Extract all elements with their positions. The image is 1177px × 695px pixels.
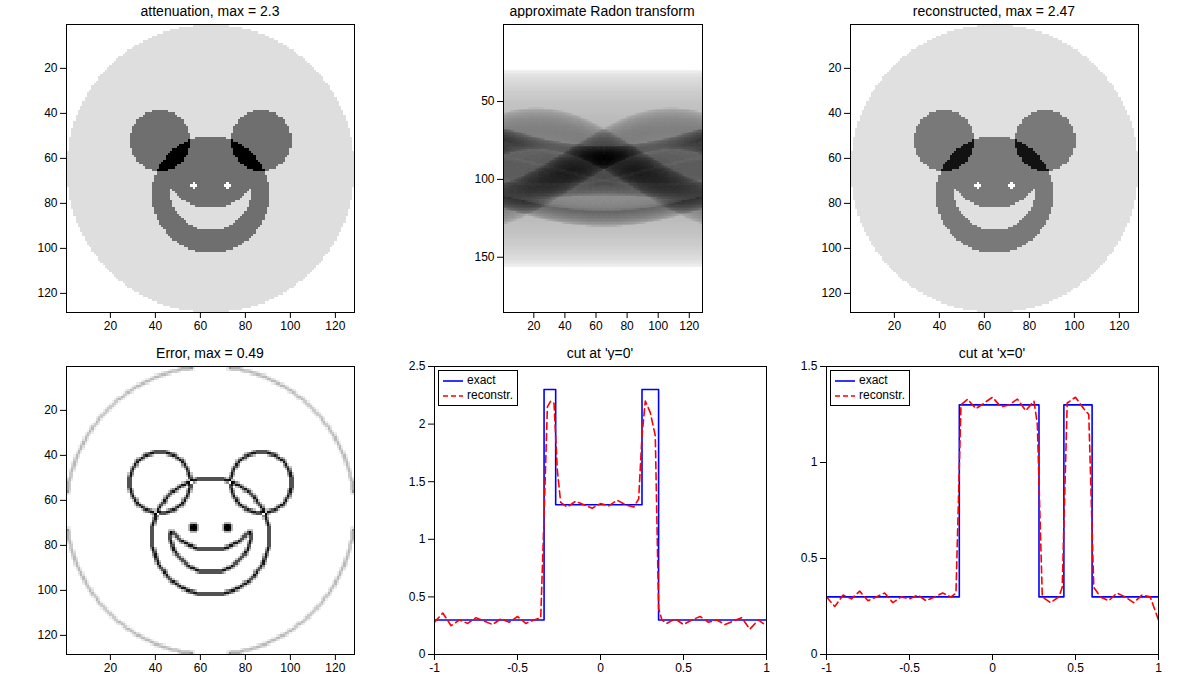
- svg-text:1: 1: [811, 455, 818, 469]
- svg-text:100: 100: [1064, 319, 1084, 333]
- svg-text:60: 60: [44, 151, 58, 165]
- html-text:approximate Radon transform: approximate Radon transform: [509, 3, 695, 19]
- svg-text:1: 1: [419, 532, 426, 546]
- svg-text:120: 120: [821, 286, 841, 300]
- svg-text:80: 80: [44, 196, 58, 210]
- svg-text:20: 20: [44, 403, 58, 417]
- svg-text:0: 0: [989, 661, 996, 675]
- svg-text:120: 120: [1109, 319, 1129, 333]
- svg-text:100: 100: [648, 319, 668, 333]
- svg-text:100: 100: [37, 241, 57, 255]
- svg-text:120: 120: [325, 661, 345, 675]
- svg-text:60: 60: [194, 319, 208, 333]
- html-text:Error, max = 0.49: Error, max = 0.49: [156, 345, 264, 361]
- svg-text:40: 40: [149, 661, 163, 675]
- svg-text:100: 100: [37, 583, 57, 597]
- svg-text:80: 80: [828, 196, 842, 210]
- svg-text:60: 60: [44, 493, 58, 507]
- svg-text:0.5: 0.5: [675, 661, 692, 675]
- html-text:reconstructed, max = 2.47: reconstructed, max = 2.47: [912, 3, 1076, 19]
- svg-text:100: 100: [821, 241, 841, 255]
- svg-text:0.5: 0.5: [1067, 661, 1084, 675]
- html-text:cut at 'x=0': cut at 'x=0': [958, 345, 1026, 361]
- svg-text:0: 0: [597, 661, 604, 675]
- svg-text:-1: -1: [821, 661, 832, 675]
- svg-text:40: 40: [149, 319, 163, 333]
- svg-text:1.5: 1.5: [801, 360, 818, 373]
- svg-text:60: 60: [194, 661, 208, 675]
- svg-text:0.5: 0.5: [801, 551, 818, 565]
- svg-text:100: 100: [280, 319, 300, 333]
- svg-text:20: 20: [104, 319, 118, 333]
- svg-text:100: 100: [280, 661, 300, 675]
- html-text:cut at 'y=0': cut at 'y=0': [566, 345, 634, 361]
- html-text:exact: exact: [859, 373, 888, 387]
- svg-text:80: 80: [239, 661, 253, 675]
- svg-text:40: 40: [558, 319, 572, 333]
- svg-text:40: 40: [44, 448, 58, 462]
- svg-text:-0.5: -0.5: [507, 661, 528, 675]
- svg-text:40: 40: [828, 106, 842, 120]
- html-text:exact: exact: [467, 373, 496, 387]
- svg-text:150: 150: [474, 250, 494, 264]
- svg-text:80: 80: [44, 538, 58, 552]
- svg-text:0.5: 0.5: [409, 590, 426, 604]
- svg-text:120: 120: [325, 319, 345, 333]
- svg-text:60: 60: [978, 319, 992, 333]
- svg-text:100: 100: [474, 172, 494, 186]
- svg-text:-1: -1: [429, 661, 440, 675]
- svg-text:120: 120: [37, 286, 57, 300]
- svg-text:0: 0: [419, 647, 426, 661]
- html-text:reconstr.: reconstr.: [467, 388, 513, 402]
- svg-text:2: 2: [419, 417, 426, 431]
- html-text:attenuation, max = 2.3: attenuation, max = 2.3: [140, 3, 280, 19]
- svg-text:20: 20: [44, 61, 58, 75]
- svg-text:-0.5: -0.5: [899, 661, 920, 675]
- svg-text:40: 40: [933, 319, 947, 333]
- svg-text:80: 80: [239, 319, 253, 333]
- svg-text:20: 20: [888, 319, 902, 333]
- svg-text:1: 1: [763, 661, 770, 675]
- svg-text:60: 60: [828, 151, 842, 165]
- svg-text:1.5: 1.5: [409, 475, 426, 489]
- svg-text:0: 0: [811, 647, 818, 661]
- svg-text:80: 80: [620, 319, 634, 333]
- svg-text:80: 80: [1023, 319, 1037, 333]
- svg-text:40: 40: [44, 106, 58, 120]
- svg-text:120: 120: [37, 628, 57, 642]
- svg-text:60: 60: [589, 319, 603, 333]
- svg-text:20: 20: [527, 319, 541, 333]
- svg-text:50: 50: [481, 94, 495, 108]
- svg-text:1: 1: [1155, 661, 1162, 675]
- svg-text:2.5: 2.5: [409, 360, 426, 373]
- html-text:reconstr.: reconstr.: [859, 388, 905, 402]
- svg-text:120: 120: [679, 319, 699, 333]
- svg-text:20: 20: [828, 61, 842, 75]
- svg-text:20: 20: [104, 661, 118, 675]
